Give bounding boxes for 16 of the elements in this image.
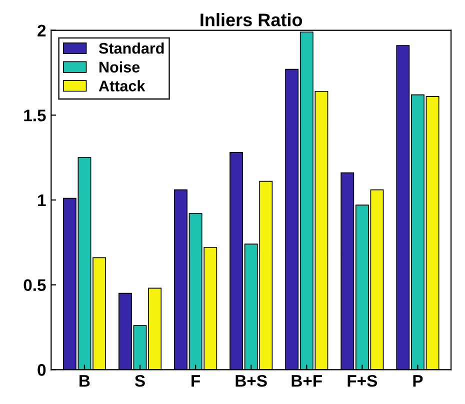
legend-label: Attack (98, 80, 146, 92)
y-tick-label: 0.5 (24, 279, 46, 292)
x-tick-label: B (80, 375, 90, 387)
x-tick-label: B+F (292, 375, 322, 387)
legend-label: Noise (100, 61, 140, 73)
x-tick-label: F+S (348, 374, 378, 387)
legend-label: Standard (98, 42, 164, 54)
x-tick-label: P (413, 375, 423, 387)
y-tick-label: 1 (38, 194, 46, 206)
x-tick-label: S (134, 374, 145, 387)
y-tick-label: 1.5 (24, 110, 46, 122)
x-tick-label: B+S (236, 374, 267, 387)
x-tick-label: F (192, 375, 200, 387)
chart-title: Inliers Ratio (200, 13, 302, 26)
y-tick-label: 0 (38, 364, 46, 376)
y-tick-label: 2 (38, 24, 46, 36)
